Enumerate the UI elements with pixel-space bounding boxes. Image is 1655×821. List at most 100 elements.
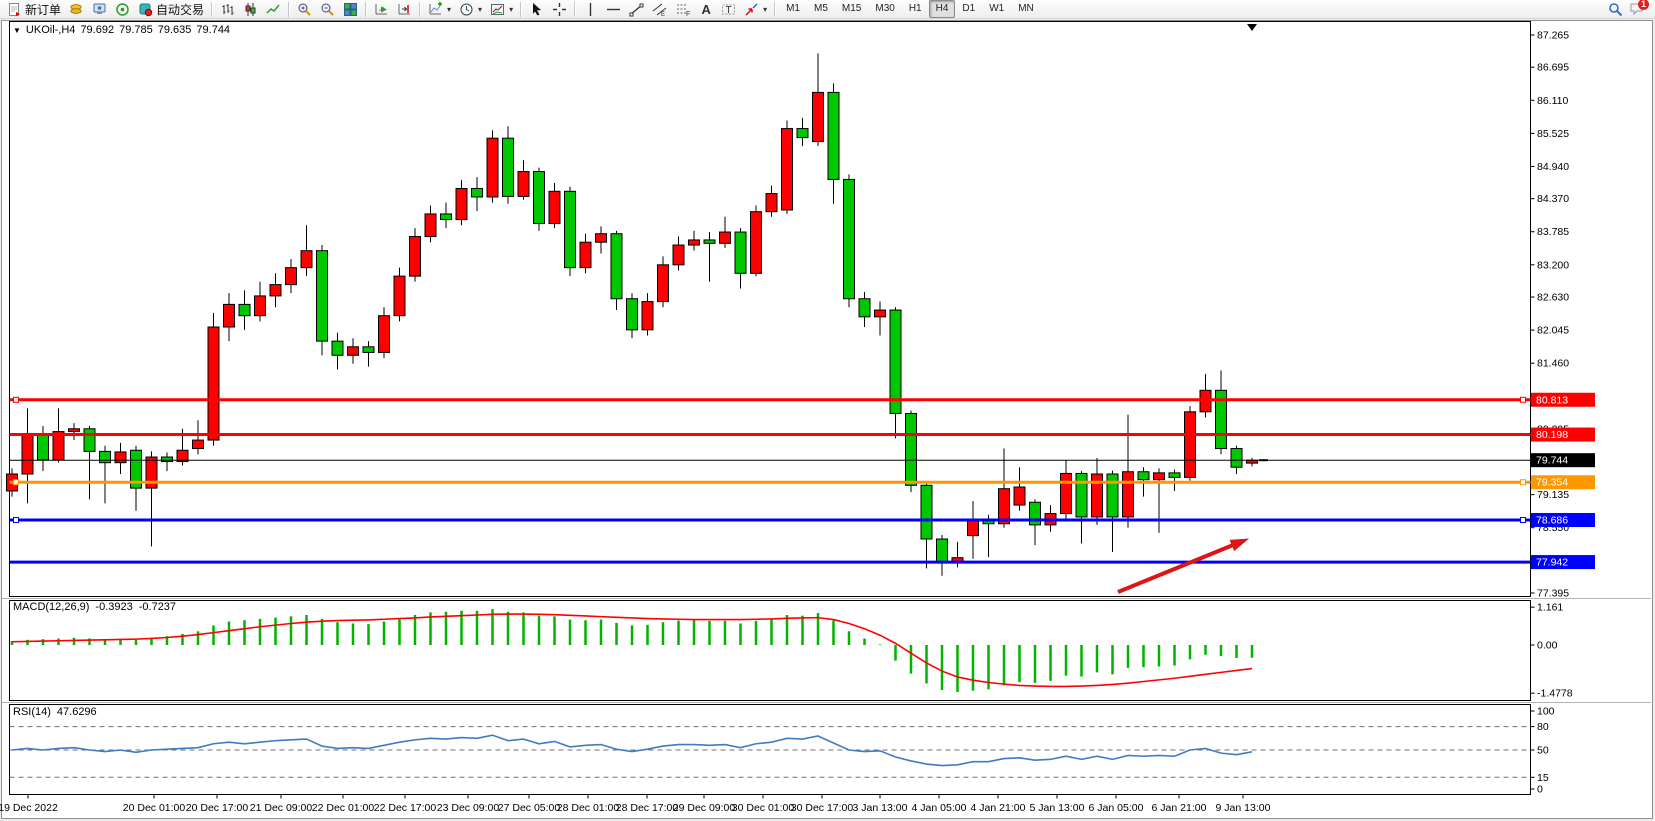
macd-pane[interactable]: 1.161 0.00 -1.4778 [10,602,1573,700]
candle-body [703,239,716,244]
zoom-out-button[interactable] [316,0,339,19]
text-button[interactable]: A [694,0,717,19]
vline-button[interactable] [579,0,602,19]
candle-body [223,303,235,328]
price-tick-label: 83.785 [1537,226,1569,238]
channel-icon: E [652,2,667,17]
candle-body [207,326,220,441]
hline-anchor[interactable] [13,517,19,524]
chevron-down-icon[interactable]: ▾ [509,4,514,14]
signals-button[interactable] [111,0,134,19]
trendline-button[interactable] [625,0,648,19]
fibonacci-button[interactable]: F [671,0,694,19]
candle-body [285,267,297,286]
time-tick-label: 20 Dec 01:00 [123,802,186,814]
tile-windows-button[interactable] [339,0,362,19]
rsi-pane[interactable]: 100 80 50 150 [9,706,1555,796]
new-order-button[interactable]: 新订单 [3,0,65,19]
candlestick-icon [243,2,258,17]
candles [6,53,1268,576]
autotrading-button[interactable]: 自动交易 [134,0,208,19]
symbol-dropdown-icon[interactable]: ▼ [13,25,21,35]
macd-axis-label: -1.4778 [1537,688,1573,700]
candle-body [796,128,809,139]
hline-anchor[interactable] [1520,517,1526,524]
candle-body [1215,389,1227,450]
time-tick-label: 28 Dec 17:00 [616,802,679,814]
timeframe-button-w1[interactable]: W1 [989,3,1005,14]
price-chip-label: 77.942 [1536,557,1568,569]
templates-icon [490,2,505,17]
hline-anchor[interactable] [1520,396,1526,403]
toolbar-group [293,0,362,19]
chart-symbol-period: UKOil-,H4 [25,24,76,36]
toolbar-group [370,0,416,19]
timeframe-button-h1[interactable]: H1 [908,3,922,14]
candle-body [130,449,142,489]
time-tick-label: 27 Dec 05:00 [498,802,561,814]
time-axis[interactable]: 19 Dec 2022 20 Dec 01:00 20 Dec 17:00 21 De… [0,794,1271,815]
candle-body [99,450,111,464]
trend-arrow-head[interactable] [1229,538,1250,552]
rsi-line [11,734,1253,767]
hline-anchor[interactable] [13,396,19,403]
search-icon[interactable] [1608,2,1623,17]
timeframe-button-d1[interactable]: D1 [962,3,976,14]
timeframe-button-m1[interactable]: M1 [786,3,800,14]
price-tick-label: 83.200 [1537,259,1569,271]
hline-anchor[interactable] [1520,479,1526,486]
price-chip-label: 80.813 [1536,394,1568,406]
indicators-button[interactable]: ▾ [424,0,455,19]
timeframe-group: M1 M5 M15 M30 H1 H4 D1 W1 MN [779,0,1041,19]
bar-chart-button[interactable] [216,0,239,19]
channel-button[interactable]: E [648,0,671,19]
timeframe-button-m30[interactable]: M30 [875,3,895,14]
hline-button[interactable] [602,0,625,19]
candle-body [331,340,344,356]
chat-button[interactable]: 1 [1629,0,1649,17]
toolbar-separator [365,1,368,17]
macd-pane-border [9,600,1531,701]
templates-button[interactable]: ▾ [486,0,517,19]
timeframe-button-m15[interactable]: M15 [841,3,862,14]
bar-chart-icon [220,2,235,17]
timeframe-button-h4[interactable]: H4 [928,0,956,18]
label-button[interactable]: T [717,0,740,19]
candle-body [874,309,886,318]
svg-text:E: E [661,12,665,17]
market-watch-button[interactable] [65,0,88,19]
price-chip [1531,427,1595,442]
timeframe-button-mn[interactable]: MN [1018,3,1034,14]
ohlc-close: 79.744 [196,24,231,36]
hline-anchor[interactable] [13,479,19,486]
timeframe-button-m5[interactable]: M5 [814,3,828,14]
crosshair-button[interactable] [548,0,571,19]
chart-shift-button[interactable] [393,0,416,19]
macd-axis-label: 1.161 [1537,602,1563,614]
chart-title: ▼ UKOil-,H4 79.692 79.785 79.635 79.744 [13,24,230,36]
price-chip [1531,453,1595,468]
arrows-button[interactable]: ▾ [740,0,771,19]
trend-arrow[interactable] [1117,541,1239,594]
time-tick-label: 28 Dec 01:00 [557,802,620,814]
toolbar-group: E F A T ▾ [579,0,771,19]
candlestick-button[interactable] [239,0,262,19]
chevron-down-icon[interactable]: ▾ [447,4,452,14]
shift-marker-icon[interactable] [1247,24,1257,31]
market-watch-icon [69,2,84,17]
arrows-icon [744,2,759,17]
candle-body [765,193,778,213]
macd-axis-label: 0.00 [1537,640,1558,652]
chevron-down-icon[interactable]: ▾ [478,4,483,14]
chevron-down-icon[interactable]: ▾ [763,4,768,14]
line-chart-button[interactable] [262,0,285,19]
periods-button[interactable]: ▾ [455,0,486,19]
terminal-button[interactable] [88,0,111,19]
candle-body [688,239,700,246]
cursor-button[interactable] [525,0,548,19]
zoom-in-button[interactable] [293,0,316,19]
candle-body [1230,448,1243,468]
toolbar-separator [419,1,422,17]
auto-scroll-button[interactable] [370,0,393,19]
